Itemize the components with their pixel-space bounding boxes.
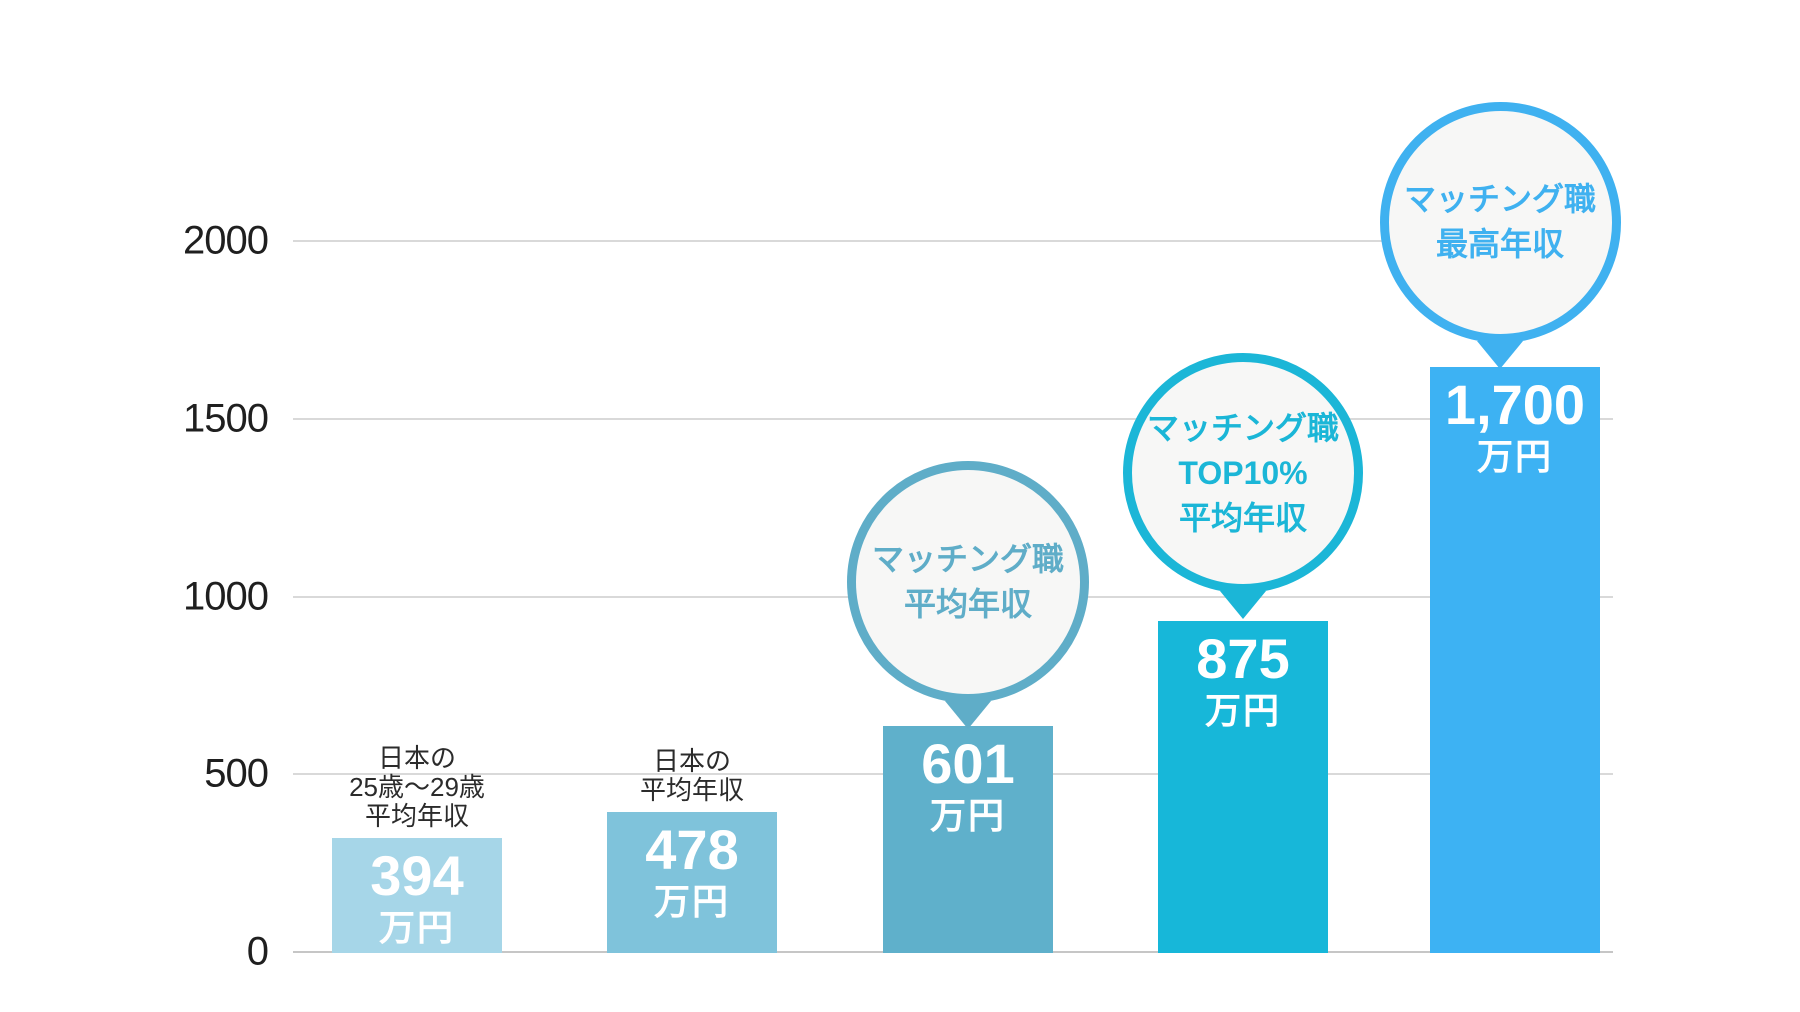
bar-matching-job-max: 1,700 万円 [1430,367,1600,953]
bar-value-number: 394 [370,844,464,907]
bar-category-label-line: 日本の [377,743,456,773]
y-axis-label: 1500 [183,396,269,441]
bar-value-number: 875 [1196,627,1290,690]
y-axis-label: 500 [204,751,269,796]
callout-label-line: TOP10% [1178,454,1308,491]
bar-value-unit: 万円 [929,795,1006,836]
bar-value-number: 478 [645,818,739,881]
bar-value-number: 601 [921,732,1015,795]
bar-category-label-line: 25歳〜29歳 [349,772,485,802]
bar-category-label-line: 平均年収 [364,801,469,831]
bar-matching-job-top10-average: 875 万円 [1158,621,1328,953]
y-axis-label: 1000 [183,574,269,619]
callout-bubble-matching-job-average: マッチング職 平均年収 [847,461,1089,703]
bar-category-label: 日本の 平均年収 [542,747,842,805]
bar-japan-average: 478 万円 [607,812,777,953]
bar-value-unit: 万円 [378,907,455,948]
bar-matching-job-average: 601 万円 [883,726,1053,953]
gridline [293,240,1613,242]
bar-value-unit: 万円 [1476,436,1553,477]
callout-bubble-matching-job-max: マッチング職 最高年収 [1379,101,1621,343]
gridline [293,418,1613,420]
bar-value: 875 万円 [1158,631,1328,729]
callout-label-line: 平均年収 [903,586,1032,622]
callout-bubble-matching-job-top10-average: マッチング職 TOP10% 平均年収 [1123,353,1363,593]
bar-value-number: 1,700 [1444,373,1586,436]
callout-label-line: マッチング職 [871,541,1064,577]
callout-label-line: マッチング職 [1403,181,1596,217]
bar-value-unit: 万円 [653,881,730,922]
bar-value-unit: 万円 [1204,690,1281,731]
callout-label-line: マッチング職 [1146,409,1339,446]
bar-japan-25-29-average: 394 万円 [332,838,502,953]
callout-label-line: 最高年収 [1435,226,1564,262]
bar-value: 1,700 万円 [1430,377,1600,475]
bar-category-label: 日本の 25歳〜29歳 平均年収 [267,744,567,831]
callout-label-line: 平均年収 [1178,499,1307,536]
y-axis-label: 2000 [183,218,269,263]
bar-value: 478 万円 [607,822,777,920]
callout-pointer-triangle [945,701,991,729]
bar-value: 601 万円 [883,736,1053,834]
bar-category-label-line: 平均年収 [639,775,744,805]
bar-value: 394 万円 [332,848,502,946]
callout-pointer-triangle [1477,340,1523,369]
y-axis-label: 0 [246,929,269,974]
bar-category-label-line: 日本の [652,746,731,776]
callout-pointer-triangle [1220,591,1266,619]
